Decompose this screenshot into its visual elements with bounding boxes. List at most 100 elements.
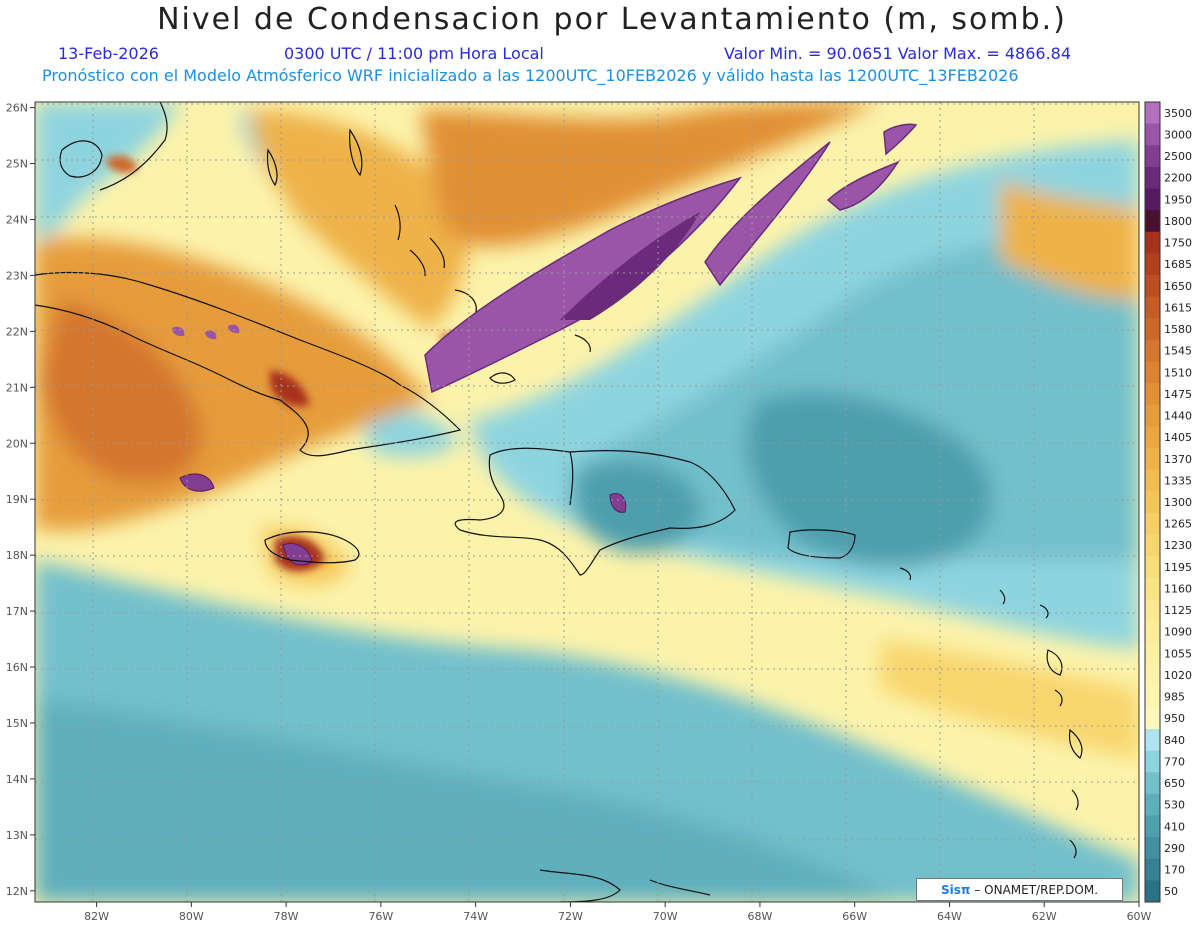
colorbar-swatch (1145, 426, 1160, 449)
colorbar-swatch (1145, 447, 1160, 471)
colorbar-swatch (1145, 729, 1160, 752)
colorbar-swatch (1145, 188, 1160, 211)
lon-tick-label: 66W (842, 910, 867, 923)
colorbar-swatch (1145, 210, 1160, 233)
colorbar-swatch (1145, 620, 1160, 644)
colorbar-swatch (1145, 145, 1160, 168)
forecast-date: 13-Feb-2026 (58, 44, 159, 63)
colorbar-label: 50 (1164, 885, 1178, 898)
lat-tick-label: 20N (6, 437, 28, 450)
lon-tick-label: 78W (274, 910, 299, 923)
lon-tick-label: 60W (1127, 910, 1152, 923)
lat-tick-label: 24N (6, 213, 28, 226)
graticule (35, 102, 1139, 902)
colorbar-swatch (1145, 318, 1160, 341)
colorbar-swatch (1145, 339, 1160, 362)
colorbar-swatch (1145, 642, 1160, 665)
colorbar-frame (1144, 101, 1161, 903)
lon-tick-label: 80W (179, 910, 204, 923)
colorbar-swatch (1145, 534, 1160, 557)
colorbar-swatch (1145, 102, 1160, 125)
colorbar-swatch (1145, 707, 1160, 730)
lat-tick-label: 19N (6, 493, 28, 506)
colorbar-label: 1195 (1164, 561, 1192, 574)
lon-tick-label: 64W (937, 910, 962, 923)
colorbar: 3500 3000 2500 2200 1950 1800 1750 1685 1650 1615… (1144, 101, 1192, 903)
lat-tick-label: 18N (6, 549, 28, 562)
colorbar-label: 1265 (1164, 518, 1192, 531)
lon-tick-label: 76W (368, 910, 393, 923)
colorbar-label: 290 (1164, 842, 1185, 855)
lon-tick-label: 62W (1032, 910, 1057, 923)
lat-tick-label: 25N (6, 158, 28, 171)
colorbar-label: 1055 (1164, 647, 1192, 660)
colorbar-label: 530 (1164, 799, 1185, 812)
lat-tick-label: 23N (6, 269, 28, 282)
colorbar-label: 170 (1164, 864, 1185, 877)
colorbar-swatch (1145, 556, 1160, 579)
colorbar-label: 985 (1164, 691, 1185, 704)
colorbar-swatch (1145, 469, 1160, 492)
colorbar-label: 650 (1164, 777, 1185, 790)
lon-tick-label: 74W (463, 910, 488, 923)
lon-tick-label: 68W (748, 910, 773, 923)
colorbar-swatch (1145, 231, 1160, 254)
colorbar-label: 840 (1164, 734, 1185, 747)
colorbar-label: 1440 (1164, 410, 1192, 423)
colorbar-label: 3000 (1164, 128, 1192, 141)
lat-tick-label: 16N (6, 661, 28, 674)
colorbar-label: 1125 (1164, 604, 1192, 617)
lat-tick-label: 22N (6, 325, 28, 338)
colorbar-label: 950 (1164, 712, 1185, 725)
colorbar-swatch (1145, 685, 1160, 708)
colorbar-swatch (1145, 880, 1160, 903)
map-frame (34, 101, 1140, 903)
lat-tick-label: 14N (6, 773, 28, 786)
colorbar-label: 1300 (1164, 496, 1192, 509)
colorbar-swatch (1145, 253, 1160, 276)
colorbar-swatch (1145, 274, 1160, 298)
colorbar-label: 770 (1164, 755, 1185, 768)
axis-ticks: 82W 80W 78W 76W 74W 72W 70W 68W 66W 64W 62W 60W 12N 1… (6, 102, 1152, 923)
credit-text: – ONAMET/REP.DOM. (974, 882, 1099, 897)
lat-tick-label: 15N (6, 717, 28, 730)
colorbar-label: 3500 (1164, 107, 1192, 120)
colorbar-swatch (1145, 772, 1160, 795)
colorbar-label: 1685 (1164, 258, 1192, 271)
colorbar-swatch (1145, 837, 1160, 860)
colorbar-label: 2200 (1164, 172, 1192, 185)
model-subtitle: Pronóstico con el Modelo Atmósferico WRF… (42, 66, 1019, 85)
colorbar-label: 1650 (1164, 280, 1192, 293)
lon-tick-label: 82W (84, 910, 109, 923)
map-title: Nivel de Condensacion por Levantamiento … (157, 2, 1067, 37)
credit-box: Sisπ – ONAMET/REP.DOM. (916, 878, 1123, 901)
colorbar-label: 1800 (1164, 215, 1192, 228)
colorbar-swatch (1145, 383, 1160, 406)
colorbar-label: 1950 (1164, 193, 1192, 206)
colorbar-swatch (1145, 664, 1160, 687)
colorbar-label: 1090 (1164, 626, 1192, 639)
forecast-time: 0300 UTC / 11:00 pm Hora Local (284, 44, 544, 63)
credit-brand: Sisπ (940, 882, 971, 897)
colorbar-swatch (1145, 512, 1160, 535)
colorbar-swatch (1145, 296, 1160, 319)
lon-tick-label: 70W (653, 910, 678, 923)
colorbar-swatch (1145, 793, 1160, 817)
lon-tick-label: 72W (558, 910, 583, 923)
colorbar-label: 1370 (1164, 453, 1192, 466)
lat-tick-label: 12N (6, 885, 28, 898)
colorbar-label: 410 (1164, 820, 1185, 833)
colorbar-swatch (1145, 599, 1160, 622)
colorbar-label: 1615 (1164, 301, 1192, 314)
colorbar-swatch (1145, 577, 1160, 600)
colorbar-label: 2500 (1164, 150, 1192, 163)
colorbar-label: 1335 (1164, 474, 1192, 487)
colorbar-swatch (1145, 491, 1160, 514)
colorbar-label: 1545 (1164, 345, 1192, 358)
colorbar-label: 1475 (1164, 388, 1192, 401)
colorbar-swatch (1145, 750, 1160, 773)
colorbar-label: 1750 (1164, 237, 1192, 250)
colorbar-label: 1230 (1164, 539, 1192, 552)
lat-tick-label: 13N (6, 829, 28, 842)
